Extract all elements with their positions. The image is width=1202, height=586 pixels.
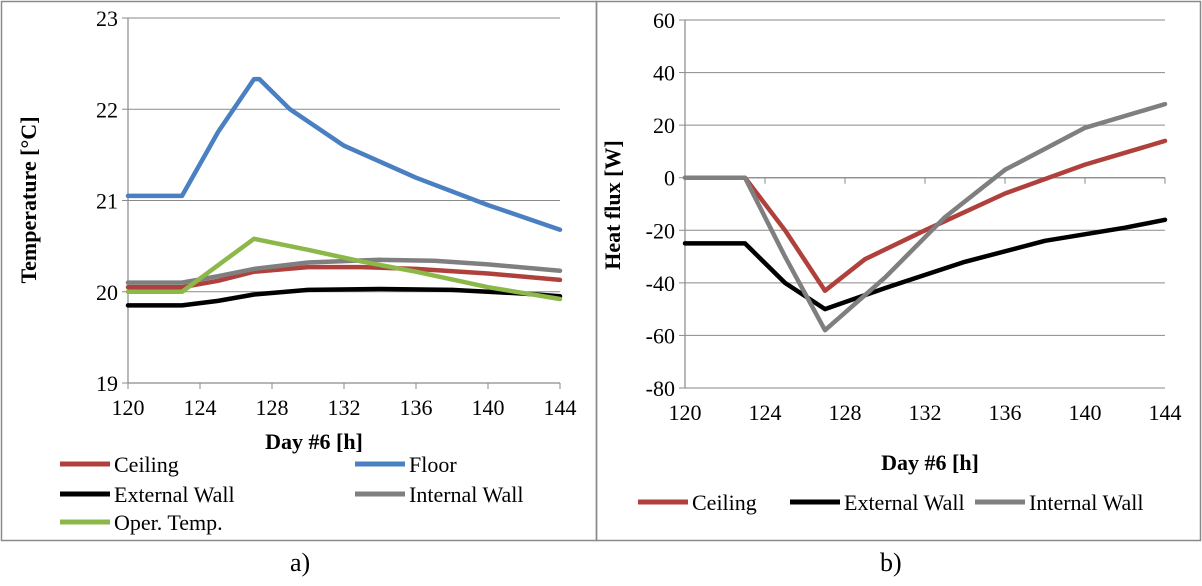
y-tick-label: 20 <box>96 280 118 305</box>
legend-label: Ceiling <box>114 452 179 477</box>
series-line-external-wall <box>125 286 563 308</box>
legend-label: Internal Wall <box>1029 490 1144 515</box>
legend-label: Ceiling <box>692 490 757 515</box>
y-tick-label: -80 <box>646 376 675 401</box>
x-tick-label: 136 <box>400 395 433 420</box>
x-tick-label: 140 <box>1069 400 1102 425</box>
panel-b-border <box>595 0 1202 542</box>
series-line-internal-wall <box>682 101 1168 333</box>
chart-b: -80 -60 -40 -20 0 20 40 60 120 124 128 132 136 140 144… <box>600 8 1182 515</box>
y-axis-title: Temperature [°C] <box>16 116 41 283</box>
y-tick-label: -60 <box>646 323 675 348</box>
x-tick-label: 120 <box>669 400 702 425</box>
x-axis-title: Day #6 [h] <box>265 429 363 454</box>
y-tick-label: 19 <box>96 371 118 396</box>
legend-label: Oper. Temp. <box>114 510 223 535</box>
y-axis-title: Heat flux [W] <box>600 140 625 270</box>
series-line-floor <box>125 76 563 232</box>
series-line-internal-wall <box>125 257 563 285</box>
y-tick-label: 23 <box>96 6 118 31</box>
x-tick-label: 132 <box>909 400 942 425</box>
y-tick-label: 22 <box>96 97 118 122</box>
caption-a: a) <box>290 548 311 577</box>
y-tick-label: 20 <box>653 113 675 138</box>
y-tick-label: 40 <box>653 61 675 86</box>
legend-label: Internal Wall <box>409 482 524 507</box>
x-tick-label: 128 <box>829 400 862 425</box>
legend-label: External Wall <box>114 482 235 507</box>
panel-a-border <box>0 0 598 542</box>
y-tick-label: 0 <box>664 166 675 191</box>
x-tick-label: 132 <box>328 395 361 420</box>
x-tick-label: 144 <box>1149 400 1182 425</box>
series-line-oper-temp- <box>125 236 563 302</box>
x-tick-label: 140 <box>472 395 505 420</box>
series-line-external-wall <box>682 217 1168 312</box>
chart-a: 19 20 21 22 23 120 124 128 132 136 140 144 Day #6 [h… <box>16 6 577 535</box>
y-tick-label: -40 <box>646 271 675 296</box>
series-line-ceiling <box>682 138 1168 293</box>
legend-label: External Wall <box>844 490 965 515</box>
x-tick-label: 136 <box>989 400 1022 425</box>
x-tick-label: 124 <box>184 395 217 420</box>
x-tick-label: 124 <box>749 400 782 425</box>
x-axis-title: Day #6 [h] <box>881 450 979 475</box>
y-tick-label: 60 <box>653 8 675 33</box>
y-tick-label: 21 <box>96 189 118 214</box>
caption-b: b) <box>880 548 902 577</box>
legend-label: Floor <box>409 452 457 477</box>
x-tick-label: 144 <box>544 395 577 420</box>
x-tick-label: 128 <box>256 395 289 420</box>
y-tick-label: -20 <box>646 218 675 243</box>
x-tick-label: 120 <box>112 395 145 420</box>
